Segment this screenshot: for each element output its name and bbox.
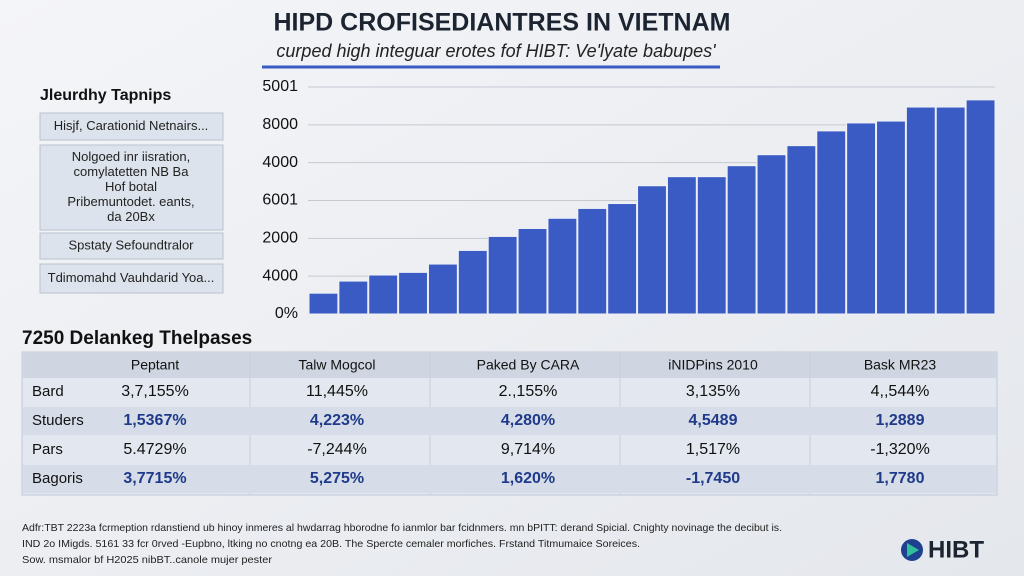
table: 7250 Delankeg Thelpases Peptant Talw Mogco… — [21, 328, 998, 496]
column-header: Bask MR23 — [864, 357, 937, 373]
bar — [607, 203, 638, 315]
y-tick-label: 0% — [275, 305, 298, 322]
row-bg — [23, 407, 996, 435]
logo-icon-play — [907, 543, 919, 557]
table-cell: 5,275% — [310, 470, 364, 487]
bar — [935, 106, 966, 315]
bar — [637, 185, 667, 315]
y-tick-label: 4000 — [262, 267, 298, 284]
table-cell: 4,223% — [310, 412, 364, 429]
table-header-bg — [22, 352, 997, 378]
row-label: Bard — [32, 383, 64, 400]
bar — [487, 235, 518, 315]
bar — [457, 249, 488, 315]
sidebar-box — [39, 112, 224, 141]
table-cell: 3,7715% — [123, 470, 186, 487]
logo-text: HIBT — [928, 536, 984, 563]
bar — [905, 106, 936, 315]
chart: 0% 4000 2000 6001 4000 8000 5001 — [262, 78, 996, 322]
row-label: Studers — [32, 412, 84, 429]
sidebar-item: Hisjf, Carationid Netnairs... — [54, 118, 209, 133]
sidebar-item: Spstaty Sefoundtralor — [68, 237, 194, 252]
table-cell: 3,135% — [686, 383, 740, 400]
table-cell: -7,244% — [307, 441, 367, 458]
bar — [666, 176, 697, 315]
table-cell: -1,320% — [870, 441, 930, 458]
bar — [338, 280, 369, 315]
table-cell: 3,7,155% — [121, 383, 189, 400]
table-cell: 4,,544% — [871, 383, 930, 400]
bar — [517, 227, 548, 315]
y-tick-label: 2000 — [262, 230, 298, 247]
y-tick-label: 6001 — [262, 192, 298, 209]
footer-line: IND 2o IMigds. 5161 33 fcr 0rved -Eupbno… — [22, 538, 640, 550]
column-header: Peptant — [131, 357, 179, 373]
bar — [696, 176, 727, 315]
sidebar: Jleurdhy Tapnips Hisjf, Carationid Netnai… — [39, 87, 224, 294]
sidebar-item: Nolgoed inr iisration, — [72, 149, 191, 164]
table-cell: 1,517% — [686, 441, 740, 458]
column-header: Paked By CARA — [477, 357, 580, 373]
bar — [846, 122, 877, 315]
sidebar-item: Pribemuntodet. eants, — [67, 194, 194, 209]
bar — [368, 274, 399, 315]
sidebar-item: Hof botal — [105, 179, 157, 194]
y-tick-label: 4000 — [262, 154, 298, 171]
table-cell: 1,7780 — [876, 470, 925, 487]
column-header: Talw Mogcol — [298, 357, 375, 373]
table-title: 7250 Delankeg Thelpases — [22, 328, 252, 349]
footer: Adfr:TBT 2223a fcrmeption rdanstiend ub … — [22, 522, 782, 566]
y-tick-label: 8000 — [262, 116, 298, 133]
bar — [547, 217, 578, 315]
sidebar-box — [39, 232, 224, 260]
sidebar-box — [39, 263, 224, 294]
bar — [786, 145, 817, 315]
column-header: iNIDPins 2010 — [668, 357, 758, 373]
bar — [965, 99, 996, 315]
sidebar-item: comylatetten NB Ba — [74, 164, 190, 179]
table-cell: 9,714% — [501, 441, 555, 458]
footer-line: Adfr:TBT 2223a fcrmeption rdanstiend ub … — [22, 522, 782, 534]
bar — [308, 292, 339, 315]
footer-line: Sow. msmalor bf H2025 nibBT..canole muje… — [22, 554, 273, 566]
bar — [427, 263, 458, 315]
bar — [726, 165, 757, 315]
logo: HIBT — [901, 536, 984, 563]
row-label: Bagoris — [32, 470, 83, 487]
sidebar-box — [39, 144, 224, 231]
bar — [398, 271, 428, 315]
sidebar-heading: Jleurdhy Tapnips — [40, 87, 171, 104]
bar — [577, 207, 608, 315]
row-bg — [23, 465, 996, 493]
sidebar-item: da 20Bx — [107, 209, 155, 224]
row-label: Pars — [32, 441, 63, 458]
bar — [816, 130, 847, 315]
table-cell: 4,5489 — [689, 412, 738, 429]
table-cell: 1,620% — [501, 470, 555, 487]
table-cell: 1,5367% — [123, 412, 186, 429]
title: HIPD CROFISEDIANTRES IN VIETNAM — [274, 9, 731, 37]
table-cell: 4,280% — [501, 412, 555, 429]
table-cell: 1,2889 — [876, 412, 925, 429]
sidebar-item: Tdimomahd Vauhdarid Yoa... — [48, 270, 215, 285]
table-cell: 5.4729% — [123, 441, 186, 458]
bar — [876, 120, 906, 315]
subtitle: curped high integuar erotes fof HIBT: Ve… — [276, 41, 716, 61]
table-cell: 2.,155% — [499, 383, 558, 400]
table-cell: 11,445% — [306, 383, 368, 400]
y-tick-label: 5001 — [262, 78, 298, 95]
table-cell: -1,7450 — [686, 470, 740, 487]
bar — [756, 154, 787, 315]
